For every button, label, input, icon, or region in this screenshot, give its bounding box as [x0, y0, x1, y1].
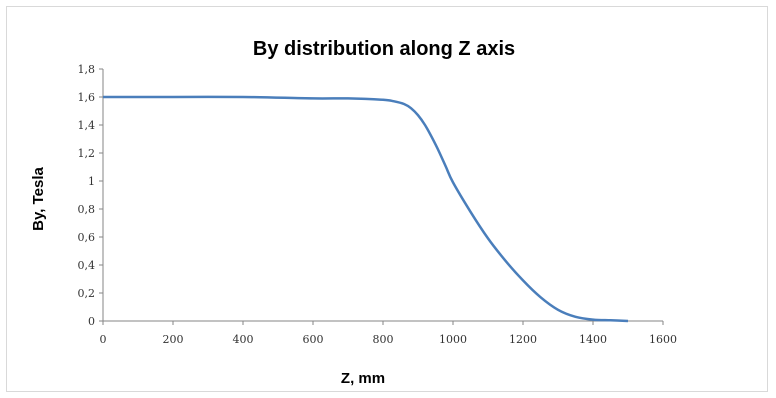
- y-tick-label: 0,4: [78, 259, 96, 272]
- y-tick-label: 0,6: [78, 231, 96, 244]
- y-tick-label: 1,6: [78, 91, 96, 104]
- line-chart: By distribution along Z axis Z, mm By, T…: [30, 38, 678, 387]
- x-tick-label: 1200: [509, 333, 537, 346]
- y-tick-label: 0,2: [78, 287, 96, 300]
- x-tick-label: 600: [303, 333, 324, 346]
- y-tick-label: 0: [88, 315, 95, 328]
- x-tick-label: 1600: [649, 333, 677, 346]
- y-tick-label: 0,8: [78, 203, 96, 216]
- series-line: [103, 95, 629, 323]
- x-tick-label: 0: [100, 333, 107, 346]
- chart-frame: By distribution along Z axis Z, mm By, T…: [6, 6, 768, 392]
- y-tick-label: 1: [88, 175, 95, 188]
- x-tick-label: 200: [163, 333, 184, 346]
- x-tick-label: 400: [233, 333, 254, 346]
- axis-ticks: 0 0,2 0,4 0,6 0,8 1 1,2 1,4 1,6 1,8 0 200 400 600 800 1…: [78, 63, 678, 346]
- x-tick-label: 800: [373, 333, 394, 346]
- y-tick-label: 1,4: [78, 119, 96, 132]
- x-tick-label: 1400: [579, 333, 607, 346]
- y-tick-label: 1,2: [78, 147, 96, 160]
- y-tick-label: 1,8: [78, 63, 96, 76]
- x-tick-label: 1000: [439, 333, 467, 346]
- y-axis-label: By, Tesla: [30, 167, 47, 231]
- x-axis-label: Z, mm: [341, 370, 385, 387]
- chart-title: By distribution along Z axis: [253, 38, 515, 60]
